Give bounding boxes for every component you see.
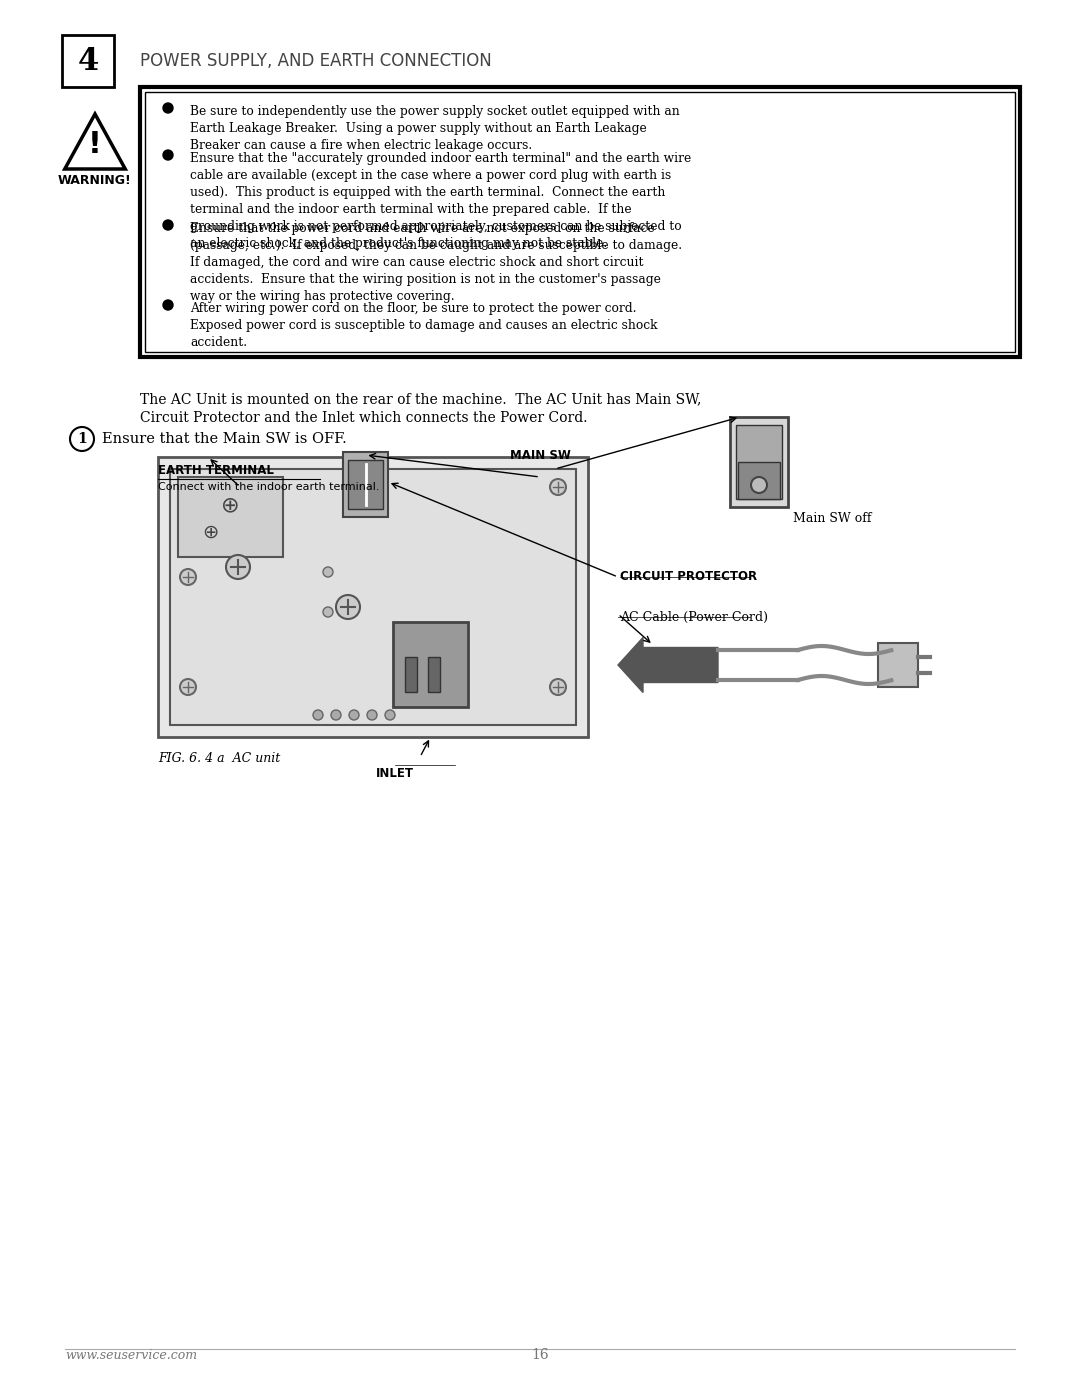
Text: 16: 16 (531, 1348, 549, 1362)
Circle shape (336, 595, 360, 619)
Text: MAIN SW: MAIN SW (510, 448, 570, 462)
Text: The AC Unit is mounted on the rear of the machine.  The AC Unit has Main SW,
Cir: The AC Unit is mounted on the rear of th… (140, 393, 701, 426)
Circle shape (550, 679, 566, 694)
Text: WARNING!: WARNING! (58, 173, 132, 187)
Circle shape (751, 476, 767, 493)
Bar (735, 425, 782, 499)
Polygon shape (65, 115, 125, 169)
Text: www.seuservice.com: www.seuservice.com (65, 1350, 198, 1362)
FancyArrow shape (618, 637, 718, 693)
Text: Ensure that the power cord and earth wire are not exposed on the surface
(passag: Ensure that the power cord and earth wir… (190, 222, 683, 303)
Circle shape (323, 567, 333, 577)
Text: FIG. 6. 4 a  AC unit: FIG. 6. 4 a AC unit (158, 752, 280, 766)
Text: Ensure that the Main SW is OFF.: Ensure that the Main SW is OFF. (102, 432, 347, 446)
Bar (428, 657, 440, 692)
Bar (878, 643, 918, 687)
Bar (178, 476, 283, 557)
Circle shape (226, 555, 249, 578)
Text: EARTH TERMINAL: EARTH TERMINAL (158, 464, 274, 476)
Text: Connect with the indoor earth terminal.: Connect with the indoor earth terminal. (158, 482, 379, 492)
Bar (170, 469, 576, 725)
Circle shape (163, 149, 173, 161)
Circle shape (349, 710, 359, 719)
Text: After wiring power cord on the floor, be sure to protect the power cord.
Exposed: After wiring power cord on the floor, be… (190, 302, 658, 349)
Circle shape (180, 679, 195, 694)
FancyBboxPatch shape (140, 87, 1020, 358)
Text: ⊕: ⊕ (202, 522, 218, 542)
Bar (348, 460, 383, 509)
Circle shape (384, 710, 395, 719)
Bar (405, 657, 417, 692)
Circle shape (180, 569, 195, 585)
Circle shape (323, 608, 333, 617)
Circle shape (313, 710, 323, 719)
Circle shape (163, 300, 173, 310)
Text: POWER SUPPLY, AND EARTH CONNECTION: POWER SUPPLY, AND EARTH CONNECTION (140, 52, 491, 70)
Text: 4: 4 (78, 46, 98, 77)
Text: ⊕: ⊕ (221, 495, 240, 515)
Text: CIRCUIT PROTECTOR: CIRCUIT PROTECTOR (620, 570, 757, 584)
FancyBboxPatch shape (145, 92, 1015, 352)
Text: INLET: INLET (376, 767, 414, 780)
Circle shape (163, 219, 173, 231)
Bar (158, 457, 588, 738)
Text: Ensure that the "accurately grounded indoor earth terminal" and the earth wire
c: Ensure that the "accurately grounded ind… (190, 152, 691, 250)
Text: !: ! (89, 130, 102, 159)
Text: Main SW off: Main SW off (793, 511, 872, 525)
Bar (738, 462, 780, 499)
Bar (62, 35, 114, 87)
Bar (343, 453, 388, 517)
Circle shape (70, 427, 94, 451)
Bar (393, 622, 468, 707)
Bar (730, 416, 788, 507)
Circle shape (550, 479, 566, 495)
Text: AC Cable (Power Cord): AC Cable (Power Cord) (620, 610, 768, 623)
Circle shape (367, 710, 377, 719)
Text: 1: 1 (77, 432, 86, 446)
Circle shape (163, 103, 173, 113)
Circle shape (330, 710, 341, 719)
Text: Be sure to independently use the power supply socket outlet equipped with an
Ear: Be sure to independently use the power s… (190, 105, 679, 152)
